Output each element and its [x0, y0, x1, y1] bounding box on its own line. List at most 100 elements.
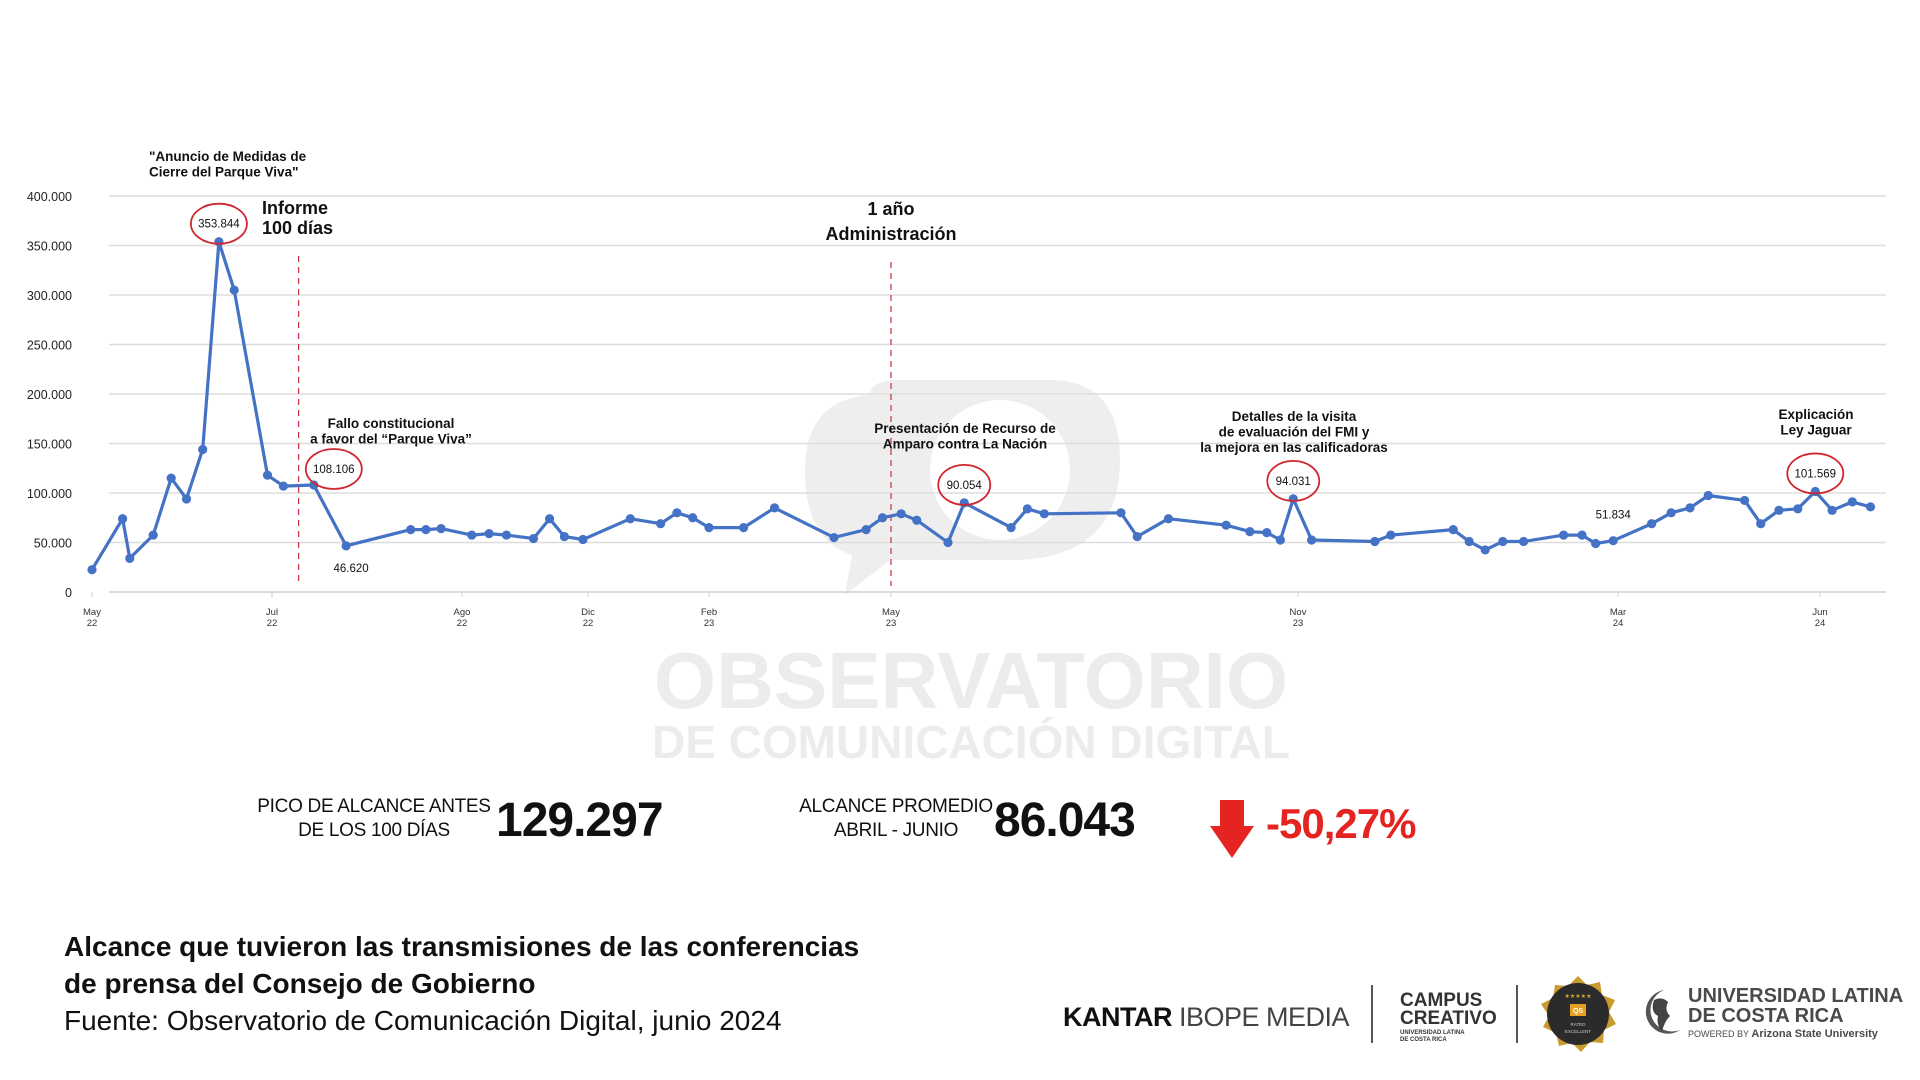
- data-point: [1386, 530, 1396, 540]
- highlight-circle: [1266, 460, 1321, 502]
- x-tick-label-month: Jul: [266, 607, 278, 618]
- series-line-alcance: [90, 240, 1871, 571]
- ibope-media-text: IBOPE MEDIA: [1179, 1002, 1350, 1032]
- data-point: [1666, 508, 1676, 518]
- arrow-down-icon: [1210, 800, 1254, 858]
- data-point: [1039, 509, 1049, 519]
- data-point: [959, 498, 969, 508]
- data-point: [1307, 535, 1317, 545]
- data-point: [1006, 523, 1016, 533]
- change-value: -50,27%: [1266, 800, 1416, 847]
- event-annotation: la mejora en las calificadoras: [1200, 440, 1388, 455]
- data-point: [1464, 536, 1474, 547]
- badge-qs: QS: [1573, 1008, 1583, 1015]
- peak-value: 129.297: [496, 794, 664, 847]
- data-point: [341, 541, 351, 551]
- campus-creativo-logo: CAMPUS CREATIVO UNIVERSIDAD LATINA DE CO…: [1400, 991, 1497, 1044]
- logo-divider: [1516, 985, 1518, 1043]
- y-tick-label: 200.000: [27, 388, 72, 402]
- event-annotation: Explicación: [1778, 407, 1853, 422]
- x-tick-label-year: 22: [87, 618, 98, 629]
- y-tick-label: 250.000: [27, 339, 72, 353]
- data-point: [1685, 503, 1695, 513]
- globe-icon: [1645, 990, 1680, 1034]
- y-tick-label: 350.000: [27, 240, 72, 254]
- ulatina-line1: UNIVERSIDAD LATINA: [1688, 985, 1904, 1007]
- watermark-logo-icon: [805, 380, 1120, 595]
- data-point: [1827, 505, 1837, 515]
- vertical-marker-label: 100 días: [262, 218, 333, 238]
- peak-label-line1: PICO DE ALCANCE ANTES: [257, 796, 491, 817]
- data-point: [1865, 502, 1876, 512]
- data-point: [1756, 519, 1766, 529]
- event-annotation: Fallo constitucional: [328, 416, 455, 431]
- vertical-marker-label: Informe: [262, 198, 328, 218]
- y-tick-label: 400.000: [27, 190, 72, 204]
- data-point: [214, 237, 224, 247]
- logo-divider: [1371, 985, 1373, 1043]
- data-point: [1480, 545, 1490, 555]
- data-point: [1116, 508, 1126, 518]
- event-annotation: Amparo contra La Nación: [883, 437, 1047, 452]
- y-tick-label: 50.000: [34, 537, 72, 551]
- data-point: [656, 519, 666, 529]
- data-point: [262, 470, 273, 480]
- data-point: [198, 444, 208, 455]
- x-tick-label-month: Ago: [454, 607, 471, 618]
- data-point: [125, 553, 135, 563]
- x-tick-label-year: 23: [704, 618, 715, 629]
- data-point: [484, 528, 494, 539]
- data-point: [1022, 504, 1032, 514]
- data-point: [672, 508, 682, 518]
- data-point: [1847, 497, 1857, 507]
- data-point: [544, 514, 555, 524]
- y-tick-label: 300.000: [27, 289, 72, 303]
- data-point: [1288, 494, 1298, 504]
- data-point: [1591, 538, 1601, 549]
- badge-rated: RATED: [1571, 1022, 1587, 1027]
- data-point: [1810, 486, 1820, 497]
- data-point: [738, 523, 749, 533]
- data-point: [943, 537, 953, 548]
- data-point: [559, 531, 569, 542]
- avg-label-line2: ABRIL - JUNIO: [833, 820, 959, 841]
- x-tick-label-month: Mar: [1610, 607, 1626, 618]
- data-label: 51.834: [1596, 510, 1632, 522]
- x-tick-label-year: 22: [457, 618, 468, 629]
- x-tick-label-year: 24: [1815, 618, 1826, 629]
- kantar-text: KANTAR: [1063, 1002, 1172, 1032]
- x-tick-label-month: May: [83, 607, 101, 618]
- event-annotation: "Anuncio de Medidas de: [149, 149, 307, 164]
- data-label: 46.620: [334, 563, 369, 575]
- data-point: [1448, 525, 1458, 535]
- caption-title-line1: Alcance que tuvieron las transmisiones d…: [64, 931, 860, 962]
- caption-source: Fuente: Observatorio de Comunicación Dig…: [64, 1005, 782, 1036]
- watermark-line1: OBSERVATORIO: [654, 636, 1288, 725]
- data-point: [501, 530, 512, 540]
- data-label: 101.569: [1794, 468, 1836, 480]
- highlight-circle: [1786, 452, 1845, 495]
- data-point: [896, 509, 906, 519]
- data-point: [688, 513, 698, 523]
- avg-label: ALCANCE PROMEDIO ABRIL - JUNIO: [786, 795, 1006, 843]
- x-tick-label-year: 22: [267, 618, 278, 629]
- data-label: 353.844: [198, 219, 240, 231]
- x-tick-label-year: 23: [886, 618, 897, 629]
- campus-sub1: UNIVERSIDAD LATINA: [1400, 1030, 1465, 1036]
- peak-label-line2: DE LOS 100 DÍAS: [298, 820, 450, 841]
- chart-caption: Alcance que tuvieron las transmisiones d…: [64, 928, 859, 1039]
- event-annotation: a favor del “Parque Viva”: [310, 432, 472, 447]
- event-annotation: Presentación de Recurso de: [874, 421, 1056, 436]
- x-tick-label-year: 24: [1613, 618, 1624, 629]
- data-point: [829, 532, 839, 543]
- vertical-marker-label: Administración: [825, 224, 956, 244]
- data-point: [436, 524, 446, 534]
- highlight-circle: [304, 448, 363, 490]
- avg-value: 86.043: [994, 794, 1136, 847]
- data-point: [1221, 520, 1231, 530]
- y-tick-label: 100.000: [27, 487, 72, 501]
- watermark: OBSERVATORIO DE COMUNICACIÓN DIGITAL: [652, 380, 1290, 768]
- vertical-marker-label: 1 año: [867, 199, 914, 219]
- data-point: [406, 525, 416, 535]
